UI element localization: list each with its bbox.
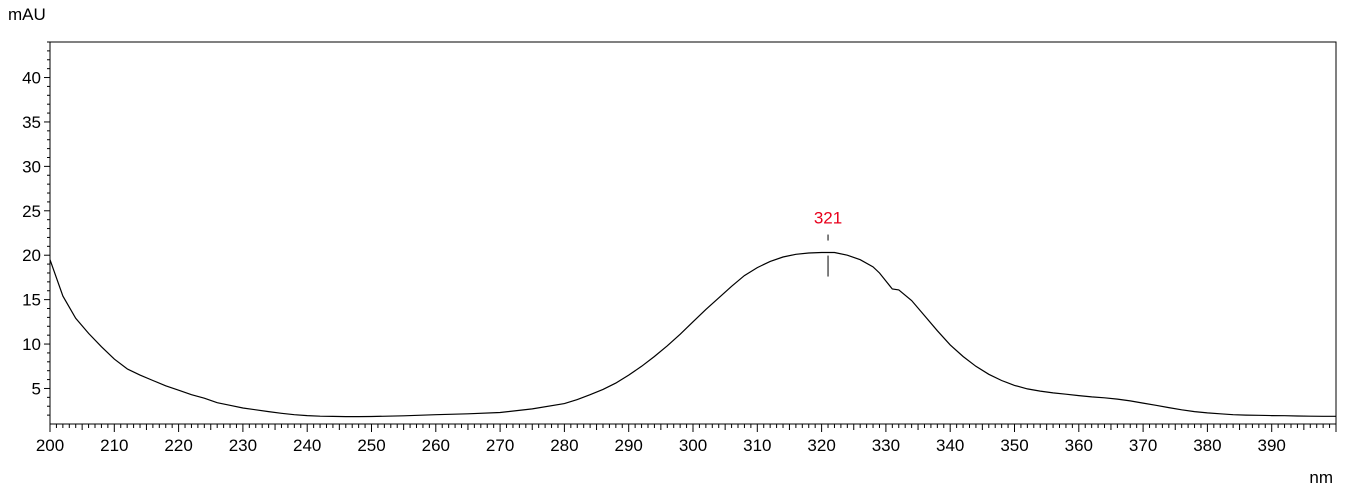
peak-marker: 321 <box>814 209 842 277</box>
y-tick-label: 25 <box>22 202 41 221</box>
x-tick-label: 280 <box>550 436 578 455</box>
x-tick-label: 330 <box>872 436 900 455</box>
plot-frame <box>49 41 1337 425</box>
absorbance-series-line <box>49 251 1336 418</box>
y-tick-label: 40 <box>22 69 41 88</box>
x-tick-label: 240 <box>293 436 321 455</box>
x-axis: 200 210 220 230 240 250 260 270 280 290 300 310 320 3… <box>36 424 1337 455</box>
x-tick-label: 380 <box>1193 436 1221 455</box>
x-tick-label: 210 <box>100 436 128 455</box>
x-tick-label: 290 <box>615 436 643 455</box>
x-tick-label: 310 <box>743 436 771 455</box>
peak-label: 321 <box>814 209 842 228</box>
x-tick-label: 250 <box>357 436 385 455</box>
x-tick-label: 370 <box>1129 436 1157 455</box>
x-tick-label: 270 <box>486 436 514 455</box>
x-tick-label: 360 <box>1065 436 1093 455</box>
x-tick-label: 300 <box>679 436 707 455</box>
x-tick-label: 260 <box>422 436 450 455</box>
x-tick-label: 390 <box>1258 436 1286 455</box>
x-tick-label: 350 <box>1000 436 1028 455</box>
x-tick-label: 230 <box>229 436 257 455</box>
y-tick-label: 5 <box>32 379 41 398</box>
x-axis-unit-label: nm <box>1309 468 1333 487</box>
y-tick-label: 20 <box>22 246 41 265</box>
y-tick-label: 10 <box>22 335 41 354</box>
x-tick-label: 320 <box>807 436 835 455</box>
y-tick-label: 15 <box>22 291 41 310</box>
y-axis-unit-label: mAU <box>8 5 46 24</box>
x-tick-label: 220 <box>164 436 192 455</box>
x-tick-label: 200 <box>36 436 64 455</box>
x-tick-label: 340 <box>936 436 964 455</box>
y-tick-label: 35 <box>22 113 41 132</box>
y-axis: 5 10 15 20 25 30 35 40 <box>22 41 50 416</box>
y-tick-label: 30 <box>22 157 41 176</box>
